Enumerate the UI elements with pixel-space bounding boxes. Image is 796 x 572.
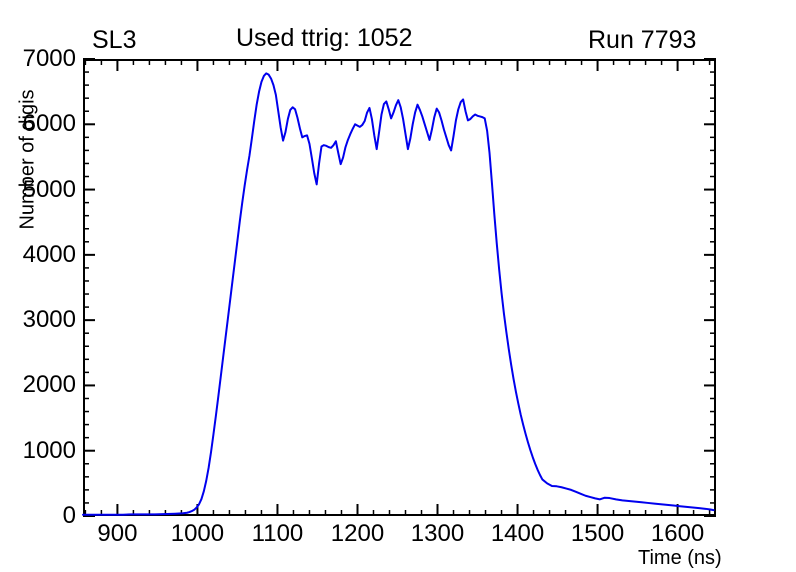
plot-title: Used ttrig: 1052 <box>236 24 413 52</box>
y-tick-label-2000: 2000 <box>22 371 76 399</box>
x-tick-label-1000: 1000 <box>170 520 225 547</box>
x-tick-label-1300: 1300 <box>410 520 465 547</box>
x-tick-label-1100: 1100 <box>251 520 304 547</box>
y-tick-label-1000: 1000 <box>22 436 76 464</box>
superlayer-label: SL3 <box>92 26 137 54</box>
y-axis-tick-labels: 0 1000 2000 3000 4000 5000 6000 7000 <box>0 0 76 572</box>
y-tick-label-6000: 6000 <box>22 110 76 138</box>
x-tick-label-1600: 1600 <box>650 520 705 547</box>
x-tick-label-1500: 1500 <box>570 520 625 547</box>
y-tick-label-7000: 7000 <box>22 45 76 72</box>
y-tick-label-4000: 4000 <box>22 240 76 268</box>
y-tick-label-0: 0 <box>62 502 76 529</box>
run-number-label: Run 7793 <box>588 26 697 54</box>
y-tick-label-3000: 3000 <box>22 306 76 334</box>
x-tick-label-1200: 1200 <box>330 520 385 547</box>
x-axis-title: Time (ns) <box>638 547 722 569</box>
y-tick-label-5000: 5000 <box>22 175 76 203</box>
plot-frame <box>83 59 716 516</box>
x-tick-label-1400: 1400 <box>490 520 545 547</box>
x-tick-label-900: 900 <box>97 520 138 547</box>
